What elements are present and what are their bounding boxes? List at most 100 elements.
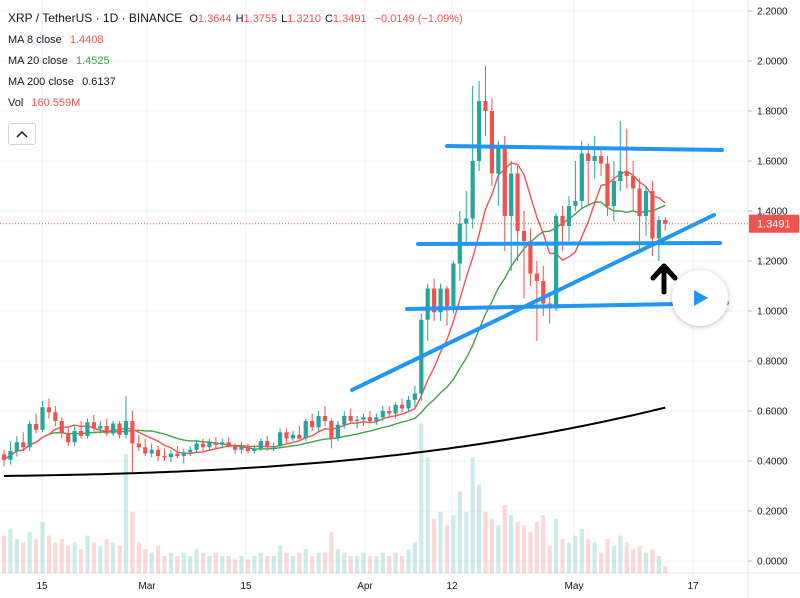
time-tick-label: 15	[36, 581, 48, 592]
candle	[432, 278, 437, 321]
candle	[643, 186, 649, 236]
candle-body	[470, 161, 475, 219]
candle	[200, 438, 206, 451]
candle-body	[245, 447, 251, 451]
drawn-trendlines[interactable]	[350, 144, 729, 392]
candle-body	[586, 153, 591, 161]
play-icon	[694, 290, 708, 306]
collapse-legend-button[interactable]	[8, 123, 36, 145]
volume-bar	[483, 511, 488, 573]
candle-body	[136, 443, 141, 448]
candle-body	[464, 218, 469, 224]
candle-body	[220, 442, 225, 445]
candle-body	[175, 453, 180, 456]
candle	[194, 439, 199, 453]
ma200-legend[interactable]: MA 200 close 0.6137	[8, 72, 463, 93]
candle-body	[515, 173, 520, 231]
resistance-line	[445, 144, 724, 152]
volume-bar	[451, 515, 456, 573]
ohlc-value-h: 1.3755	[243, 13, 278, 25]
candle	[425, 283, 430, 341]
candle-body	[316, 416, 321, 428]
ma8-legend[interactable]: MA 8 close 1.4408	[8, 30, 463, 51]
candle	[34, 413, 39, 434]
volume-bar	[66, 545, 71, 573]
candle-body	[438, 288, 443, 313]
candle	[136, 434, 141, 451]
candle	[310, 413, 315, 431]
candle-body	[355, 419, 360, 421]
candle-body	[560, 216, 565, 226]
price-tick-label: 0.8000	[757, 357, 788, 368]
candle	[355, 416, 360, 429]
price-tick-label: 0.0000	[757, 557, 788, 568]
volume-bar	[290, 556, 295, 573]
price-axis[interactable]: 2.2000 2.0000 1.8000 1.6000 1.4000 1.2000 1.00…	[748, 7, 788, 568]
candle-body	[406, 399, 411, 409]
volume-bar	[322, 552, 328, 573]
candle	[444, 286, 450, 326]
volume-bar	[104, 539, 109, 573]
candle-body	[528, 241, 533, 274]
candle	[573, 161, 578, 211]
volume-bar	[53, 542, 58, 573]
ohlc-key-l: L	[281, 13, 288, 25]
volume-bar	[656, 556, 661, 573]
candle-body	[348, 416, 353, 421]
candle-body	[663, 219, 668, 224]
change-value: −0.0149 (−1.09%)	[374, 13, 463, 25]
candle-body	[624, 171, 629, 176]
candle	[258, 438, 263, 451]
volume-bar	[297, 552, 302, 573]
volume-bar	[348, 556, 353, 573]
ma20-value: 1.4525	[75, 55, 110, 67]
candle	[233, 443, 238, 454]
volume-bar	[98, 545, 103, 573]
ma200-path	[3, 406, 666, 477]
volume-bar	[329, 532, 334, 573]
candle	[271, 442, 276, 451]
volume-bar	[419, 423, 424, 573]
candle	[220, 438, 225, 449]
candle	[637, 178, 642, 254]
ma20-legend[interactable]: MA 20 close 1.4525	[8, 51, 463, 72]
candle	[483, 66, 488, 136]
ohlc-key-o: O	[189, 13, 198, 25]
volume-bar	[162, 556, 167, 573]
candle-body	[284, 432, 289, 439]
play-button[interactable]	[672, 270, 728, 326]
volume-bar	[355, 556, 360, 573]
volume-bar	[200, 552, 206, 573]
candle-body	[290, 434, 295, 439]
candle-body	[399, 404, 405, 409]
volume-bar	[489, 518, 495, 573]
volume-bar	[374, 556, 379, 573]
time-axis[interactable]: 15 Mar 15 Apr 12 May 17	[36, 581, 699, 592]
support-line	[416, 241, 722, 246]
candle-body	[130, 421, 135, 444]
candle-body	[361, 417, 366, 420]
candle	[566, 196, 572, 241]
candle-body	[412, 393, 417, 400]
ohlc-key-c: C	[324, 13, 333, 25]
symbol-title[interactable]: XRP / TetherUS · 1D · BINANCE	[8, 11, 183, 25]
volume-bar	[611, 545, 616, 573]
candle-body	[554, 216, 559, 309]
ma8-label: MA 8 close	[8, 34, 62, 46]
candle-body	[277, 432, 283, 446]
candle-body	[476, 101, 482, 161]
volume-bar	[624, 542, 629, 573]
volume-bar	[399, 556, 405, 573]
candle	[123, 396, 129, 439]
volume-bar	[432, 518, 437, 573]
volume-legend[interactable]: Vol 160.559M	[8, 93, 463, 114]
candle	[380, 406, 385, 421]
candle-body	[592, 156, 597, 161]
candle	[59, 417, 64, 439]
candle	[554, 213, 559, 311]
volume-bar	[310, 556, 315, 573]
volume-bar	[265, 556, 270, 573]
candle-body	[53, 412, 58, 421]
candle	[98, 421, 103, 434]
